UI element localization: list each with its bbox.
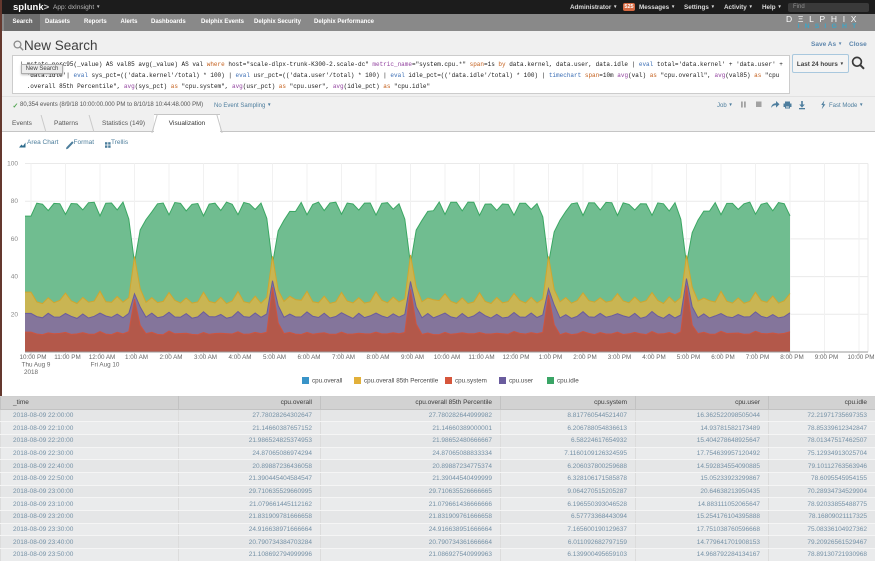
svg-text:6:00 AM: 6:00 AM — [297, 354, 320, 361]
svg-text:100: 100 — [7, 161, 18, 168]
svg-text:2:00 AM: 2:00 AM — [159, 354, 182, 361]
svg-text:12:00 PM: 12:00 PM — [503, 354, 530, 361]
svg-text:2:00 PM: 2:00 PM — [573, 354, 596, 361]
svg-text:9:00 AM: 9:00 AM — [401, 354, 424, 361]
svg-text:9:00 PM: 9:00 PM — [815, 354, 838, 361]
svg-text:10:00 PM: 10:00 PM — [20, 354, 47, 361]
svg-text:8:00 AM: 8:00 AM — [366, 354, 389, 361]
svg-text:60: 60 — [11, 236, 19, 243]
svg-text:12:00 AM: 12:00 AM — [89, 354, 116, 361]
svg-text:7:00 AM: 7:00 AM — [332, 354, 355, 361]
svg-text:Thu Aug 9: Thu Aug 9 — [22, 362, 51, 369]
svg-text:4:00 AM: 4:00 AM — [228, 354, 251, 361]
svg-text:3:00 AM: 3:00 AM — [194, 354, 217, 361]
svg-text:1:00 PM: 1:00 PM — [539, 354, 562, 361]
svg-text:7:00 PM: 7:00 PM — [746, 354, 769, 361]
svg-text:10:00 PM: 10:00 PM — [848, 354, 875, 361]
svg-text:11:00 PM: 11:00 PM — [54, 354, 81, 361]
svg-text:6:00 PM: 6:00 PM — [711, 354, 734, 361]
svg-text:10:00 AM: 10:00 AM — [434, 354, 461, 361]
svg-text:80: 80 — [11, 198, 19, 205]
svg-text:20: 20 — [11, 311, 19, 318]
svg-text:11:00 AM: 11:00 AM — [468, 354, 494, 361]
svg-text:3:00 PM: 3:00 PM — [608, 354, 631, 361]
svg-text:8:00 PM: 8:00 PM — [780, 354, 803, 361]
svg-text:5:00 PM: 5:00 PM — [677, 354, 700, 361]
svg-text:1:00 AM: 1:00 AM — [125, 354, 148, 361]
svg-text:5:00 AM: 5:00 AM — [263, 354, 286, 361]
svg-text:40: 40 — [11, 274, 19, 281]
svg-text:4:00 PM: 4:00 PM — [642, 354, 665, 361]
svg-text:Fri Aug 10: Fri Aug 10 — [91, 362, 120, 369]
svg-text:2018: 2018 — [24, 369, 39, 376]
